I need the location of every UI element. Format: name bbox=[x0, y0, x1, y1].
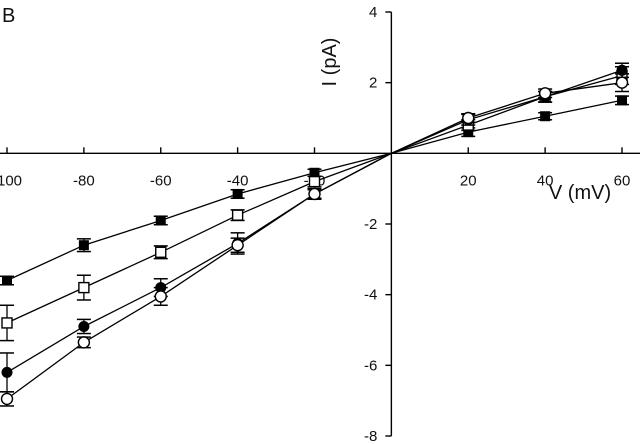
x-tick-label: -40 bbox=[227, 172, 249, 189]
data-point bbox=[616, 64, 628, 76]
data-point bbox=[155, 246, 167, 258]
series-open-square bbox=[0, 66, 629, 342]
y-tick-label: 2 bbox=[369, 75, 377, 92]
data-point bbox=[615, 76, 629, 89]
data-point bbox=[308, 175, 321, 188]
x-tick-label: -80 bbox=[73, 172, 95, 189]
x-axis-title: V (mV) bbox=[549, 182, 611, 204]
data-point bbox=[463, 127, 474, 138]
series-filled-circle bbox=[0, 62, 629, 393]
series-open-circle bbox=[0, 73, 629, 407]
data-point bbox=[1, 366, 13, 378]
y-tick-label: -2 bbox=[364, 216, 377, 233]
series-filled-square bbox=[0, 95, 629, 286]
data-point bbox=[462, 111, 475, 125]
panel-label: B bbox=[2, 5, 15, 27]
data-point bbox=[2, 275, 12, 286]
data-point bbox=[617, 95, 627, 106]
x-tick-label: 20 bbox=[460, 172, 477, 189]
data-point bbox=[154, 290, 167, 303]
y-tick-label: 4 bbox=[369, 4, 377, 21]
x-tick-label: -60 bbox=[150, 172, 172, 189]
data-point bbox=[155, 215, 166, 226]
data-point bbox=[540, 111, 551, 122]
data-point bbox=[78, 281, 90, 294]
x-tick-label: -100 bbox=[0, 172, 22, 189]
data-point bbox=[1, 317, 13, 329]
y-tick-label: -4 bbox=[364, 287, 377, 304]
data-point bbox=[538, 87, 552, 100]
data-point bbox=[77, 336, 91, 349]
y-axis-title: I (pA) bbox=[319, 38, 341, 87]
series-line bbox=[6, 69, 623, 373]
data-point bbox=[231, 209, 244, 221]
data-point bbox=[308, 187, 321, 201]
x-tick-label: 60 bbox=[614, 172, 631, 189]
data-point bbox=[78, 320, 90, 332]
data-point bbox=[0, 392, 14, 406]
data-point bbox=[231, 238, 244, 252]
series-layer bbox=[0, 62, 629, 407]
y-tick-label: -8 bbox=[364, 428, 377, 444]
data-point bbox=[232, 188, 243, 199]
data-point bbox=[78, 240, 89, 251]
data-point bbox=[309, 167, 320, 178]
x-tick-label: 40 bbox=[537, 172, 554, 189]
y-tick-label: -6 bbox=[364, 357, 377, 374]
